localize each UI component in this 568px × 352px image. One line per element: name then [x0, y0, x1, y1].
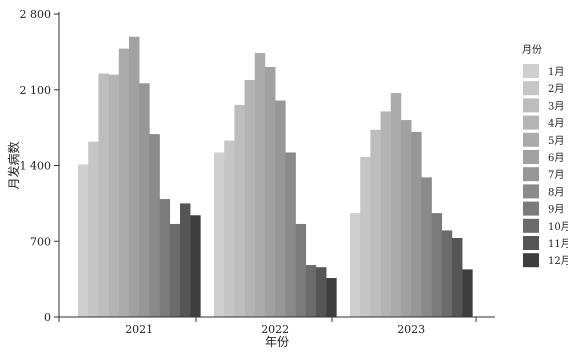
bar-2022-4月	[244, 80, 256, 317]
bar-2022-10月	[305, 265, 317, 317]
legend-swatch-10月	[523, 218, 539, 233]
bar-2021-5月	[118, 48, 130, 317]
bar-2022-3月	[234, 104, 245, 318]
bar-2023-5月	[390, 93, 402, 317]
legend-title: 月份	[522, 44, 542, 56]
legend: 月份 1月 2月 3月 4月 5月 6月 7月 8月 9月 10月 11月 12月	[522, 44, 568, 268]
y-axis-title: 月发病数	[6, 141, 21, 189]
bar-2022-2月	[224, 140, 235, 317]
legend-label: 11月	[548, 238, 568, 250]
bar-groups	[78, 36, 473, 318]
x-tick-label: 2022	[261, 323, 289, 336]
bar-2022-7月	[275, 100, 286, 317]
y-tick-label: 2 800	[20, 8, 52, 21]
legend-label: 5月	[548, 135, 564, 147]
bar-2021-11月	[180, 203, 191, 318]
legend-label: 10月	[548, 221, 568, 233]
legend-label: 7月	[548, 169, 564, 181]
legend-label: 8月	[548, 186, 564, 198]
y-tick-label: 700	[30, 235, 51, 248]
legend-swatch-1月	[523, 64, 539, 78]
bar-2023-4月	[380, 111, 392, 317]
legend-swatch-4月	[523, 115, 539, 130]
bar-2022-9月	[295, 223, 307, 317]
bar-2023-6月	[401, 120, 412, 317]
legend-label: 9月	[548, 204, 564, 216]
bar-2022-11月	[316, 267, 327, 317]
bar-2023-1月	[350, 213, 361, 317]
legend-swatch-3月	[523, 98, 539, 113]
legend-label: 4月	[548, 118, 564, 130]
legend-swatch-5月	[523, 132, 539, 147]
bar-2023-7月	[411, 131, 422, 317]
legend-label: 3月	[548, 100, 564, 112]
x-tick-label: 2023	[397, 323, 425, 336]
y-tick-label: 1 400	[20, 160, 52, 173]
bar-2021-3月	[98, 73, 109, 318]
bar-2022-1月	[214, 152, 225, 317]
bar-2021-8月	[149, 134, 160, 317]
bar-2023-11月	[452, 238, 463, 317]
legend-label: 6月	[548, 152, 564, 164]
bar-2023-2月	[360, 156, 371, 317]
bar-2022-6月	[265, 67, 276, 317]
legend-label: 12月	[548, 255, 568, 267]
bar-2021-6月	[129, 36, 140, 317]
bar-group-2021	[78, 36, 201, 318]
legend-swatch-9月	[523, 201, 539, 216]
bar-2021-9月	[159, 199, 171, 317]
bar-2023-3月	[370, 129, 381, 317]
legend-swatch-8月	[523, 184, 539, 199]
x-tick-label: 2021	[125, 323, 153, 336]
legend-label: 1月	[548, 66, 564, 78]
bar-2021-7月	[139, 83, 150, 317]
bar-2021-2月	[88, 141, 99, 317]
bar-2021-12月	[190, 215, 201, 317]
bar-2022-5月	[254, 52, 266, 318]
legend-swatch-12月	[523, 253, 539, 268]
bar-2023-8月	[421, 177, 432, 317]
legend-swatch-11月	[523, 236, 539, 250]
bar-2023-9月	[431, 213, 443, 317]
bar-2021-4月	[108, 74, 120, 317]
bar-2023-10月	[441, 230, 453, 317]
bar-2022-12月	[326, 278, 337, 317]
x-axis-title: 年份	[265, 335, 289, 349]
legend-swatch-2月	[523, 81, 539, 96]
bar-group-2023	[350, 93, 473, 317]
bar-group-2022	[214, 52, 337, 318]
y-tick-label: 0	[44, 311, 51, 324]
bar-2021-1月	[78, 164, 89, 317]
bar-2023-12月	[462, 269, 473, 317]
bar-2022-8月	[285, 152, 296, 317]
y-tick-label: 2 100	[20, 84, 52, 97]
legend-swatch-7月	[523, 167, 539, 182]
legend-swatch-6月	[523, 150, 539, 164]
legend-label: 2月	[548, 83, 564, 95]
bar-2021-10月	[169, 223, 181, 317]
axes: 0 700 1 400 2 100 2 800 2021 2022 2023	[20, 8, 495, 336]
